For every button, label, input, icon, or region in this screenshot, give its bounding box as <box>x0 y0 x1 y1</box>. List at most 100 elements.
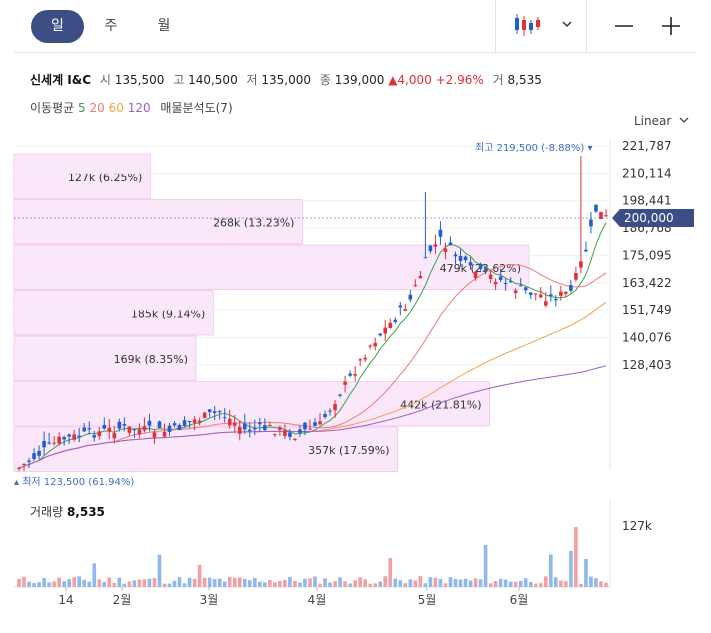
candle-body <box>132 429 137 431</box>
volume-bar <box>137 579 142 587</box>
candle-body <box>32 453 36 460</box>
candle-body <box>177 425 182 431</box>
x-tick-label: 2월 <box>113 593 132 607</box>
volume-bar <box>303 578 307 587</box>
candle-body <box>162 431 167 437</box>
candle-body <box>253 428 257 430</box>
volume-title-label: 거래량 <box>30 505 64 519</box>
volume-bar <box>182 583 187 587</box>
volume-bar <box>117 577 122 587</box>
candle-body <box>273 433 277 435</box>
volume-bar <box>604 582 608 587</box>
volume-bar <box>579 583 583 587</box>
volume-bar <box>227 576 232 587</box>
candle-body <box>599 211 603 219</box>
volume-bar <box>378 581 383 587</box>
volume-bar <box>313 576 317 587</box>
candle-body <box>308 428 312 430</box>
volume-bar <box>498 578 503 587</box>
candle-body <box>222 417 227 419</box>
candle-body <box>393 319 398 322</box>
minus-icon[interactable] <box>614 16 634 36</box>
moving-average-legend[interactable]: 이동평균 5 20 60 120 매물분석도(7) <box>30 99 233 116</box>
candle-body <box>594 204 598 212</box>
volume-value: 8,535 <box>507 73 542 87</box>
candle-body <box>303 422 307 430</box>
candle-body <box>37 450 41 456</box>
volume-bar <box>278 580 282 587</box>
volume-bar <box>47 582 51 587</box>
candle-body <box>87 428 92 430</box>
volume-bar <box>107 577 112 587</box>
volume-bar <box>217 578 222 587</box>
volume-bar <box>589 576 593 587</box>
volume-bar <box>142 579 147 587</box>
volume-bar <box>263 582 267 587</box>
volume-bar <box>283 579 287 587</box>
volume-bar <box>222 581 227 587</box>
candle-body <box>604 215 608 217</box>
candle-body <box>533 293 538 295</box>
volume-bar <box>338 577 342 587</box>
tab-day[interactable]: 일 <box>31 10 84 43</box>
close-label: 종 <box>319 73 331 87</box>
candle-body <box>313 422 317 427</box>
volume-bar <box>197 564 202 587</box>
candle-body <box>147 420 152 426</box>
low-value: 135,000 <box>261 73 312 87</box>
chevron-down-icon[interactable] <box>560 16 574 30</box>
volume-bar <box>373 583 378 587</box>
volume-bar <box>232 577 237 587</box>
top-bar: 일 주 월 <box>0 0 711 55</box>
candle-body <box>353 373 357 376</box>
candle-body <box>549 294 553 297</box>
volume-bar <box>569 551 573 587</box>
volume-bar <box>22 576 26 587</box>
tab-week[interactable]: 주 <box>104 18 118 34</box>
volume-profile-bar <box>13 199 303 245</box>
toolbar-divider <box>586 0 587 52</box>
volume-bar <box>273 582 277 587</box>
volume-profile-bar <box>13 381 490 427</box>
low-label: 저 <box>246 73 258 87</box>
candle-body <box>323 413 327 418</box>
candle-body <box>493 281 498 285</box>
candle-body <box>428 245 433 252</box>
volume-bar <box>418 576 423 587</box>
candle-body <box>298 429 302 433</box>
candle-body <box>17 467 21 469</box>
candle-body <box>468 262 473 266</box>
volume-bar <box>52 581 56 587</box>
volume-label: 거 <box>492 73 504 87</box>
volume-bar <box>413 580 418 587</box>
candle-body <box>368 345 372 347</box>
volume-profile-label: 357k (17.59%) <box>308 444 389 457</box>
tab-month[interactable]: 월 <box>157 18 171 34</box>
price-chart[interactable]: 127k (6.25%)268k (13.23%)479k (23.62%)18… <box>0 0 711 500</box>
candle-body <box>569 285 573 291</box>
volume-profile-bar <box>13 335 197 381</box>
volume-bar <box>258 581 262 587</box>
volume-bar <box>97 579 102 587</box>
volume-chart[interactable]: 127k 14 2월 3월 4월 5월 6월 <box>0 500 711 633</box>
volume-bar <box>528 581 533 587</box>
candle-body <box>217 411 222 413</box>
candle-body <box>584 249 588 252</box>
volume-bar <box>408 579 413 587</box>
volume-bar <box>433 577 438 587</box>
volume-bar <box>453 579 458 587</box>
volume-bar <box>363 579 367 587</box>
candlestick-icon[interactable] <box>513 12 541 38</box>
candle-body <box>513 290 518 294</box>
candle-body <box>167 425 172 432</box>
volume-bar <box>57 577 61 587</box>
candle-body <box>232 422 237 426</box>
y-tick-label: 198,441 <box>622 194 672 208</box>
volume-bar <box>127 581 132 587</box>
volume-bar <box>132 580 137 587</box>
plus-icon[interactable] <box>661 16 681 36</box>
close-value: 139,000 <box>334 73 385 87</box>
scale-selector[interactable]: Linear <box>634 114 690 128</box>
volume-title: 거래량 8,535 <box>30 503 105 520</box>
x-tick-label: 14 <box>58 593 73 607</box>
